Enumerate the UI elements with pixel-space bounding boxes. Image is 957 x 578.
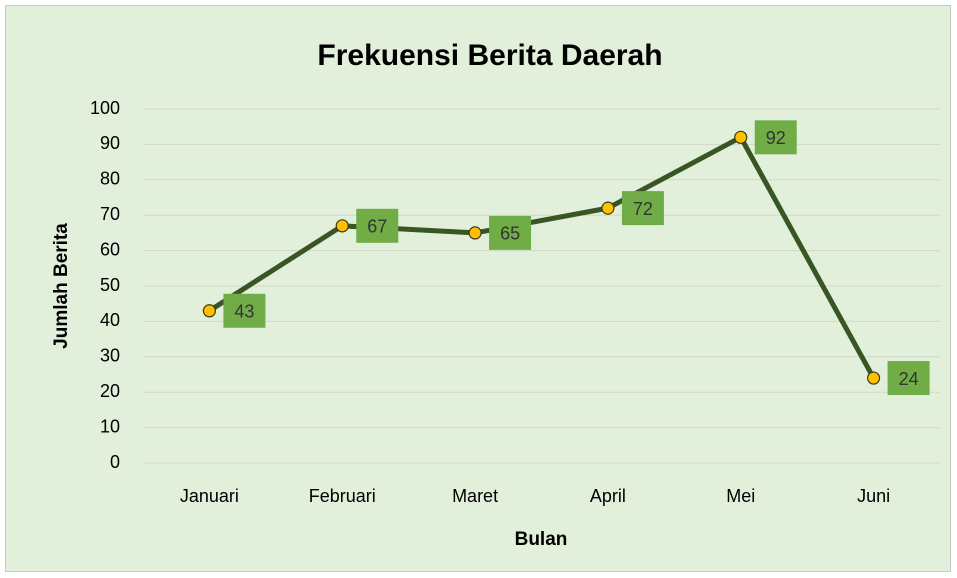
data-label: 67: [367, 217, 387, 237]
chart-title: Frekuensi Berita Daerah: [317, 39, 662, 72]
y-tick-label: 20: [100, 381, 120, 401]
data-label: 43: [234, 302, 254, 322]
x-tick-label: Februari: [309, 486, 376, 506]
y-tick-label: 50: [100, 275, 120, 295]
x-axis-label: Bulan: [515, 529, 568, 550]
data-label-box: [489, 215, 532, 250]
x-tick-label: April: [590, 486, 626, 506]
x-tick-label: Mei: [726, 486, 755, 506]
x-tick-label: Juni: [857, 486, 890, 506]
y-tick-label: 60: [100, 239, 120, 259]
x-tick-label: Januari: [180, 486, 239, 506]
y-tick-label: 40: [100, 310, 120, 330]
y-tick-label: 90: [100, 133, 120, 153]
data-label-box: [356, 208, 399, 243]
data-point: [734, 130, 748, 144]
data-label: 24: [899, 369, 919, 389]
data-label: 72: [633, 199, 653, 219]
data-label-box: [754, 120, 797, 155]
x-tick-label: Maret: [452, 486, 498, 506]
data-label-box: [887, 361, 930, 396]
y-axis-label: Jumlah Berita: [51, 223, 72, 349]
data-line: [208, 134, 876, 380]
data-point: [866, 371, 881, 385]
data-point: [335, 219, 349, 233]
y-tick-label: 10: [100, 416, 120, 436]
y-tick-label: 80: [100, 169, 120, 189]
data-point: [468, 226, 482, 240]
y-tick-label: 0: [110, 452, 120, 472]
y-tick-label: 30: [100, 346, 120, 366]
y-tick-label: 100: [90, 98, 120, 118]
data-point: [202, 304, 217, 318]
chart-background: [5, 5, 951, 572]
data-label: 92: [766, 128, 786, 148]
data-label: 65: [500, 224, 520, 244]
data-label-box: [621, 191, 664, 226]
y-tick-label: 70: [100, 204, 120, 224]
data-label-box: [223, 293, 266, 328]
data-point: [601, 201, 615, 215]
